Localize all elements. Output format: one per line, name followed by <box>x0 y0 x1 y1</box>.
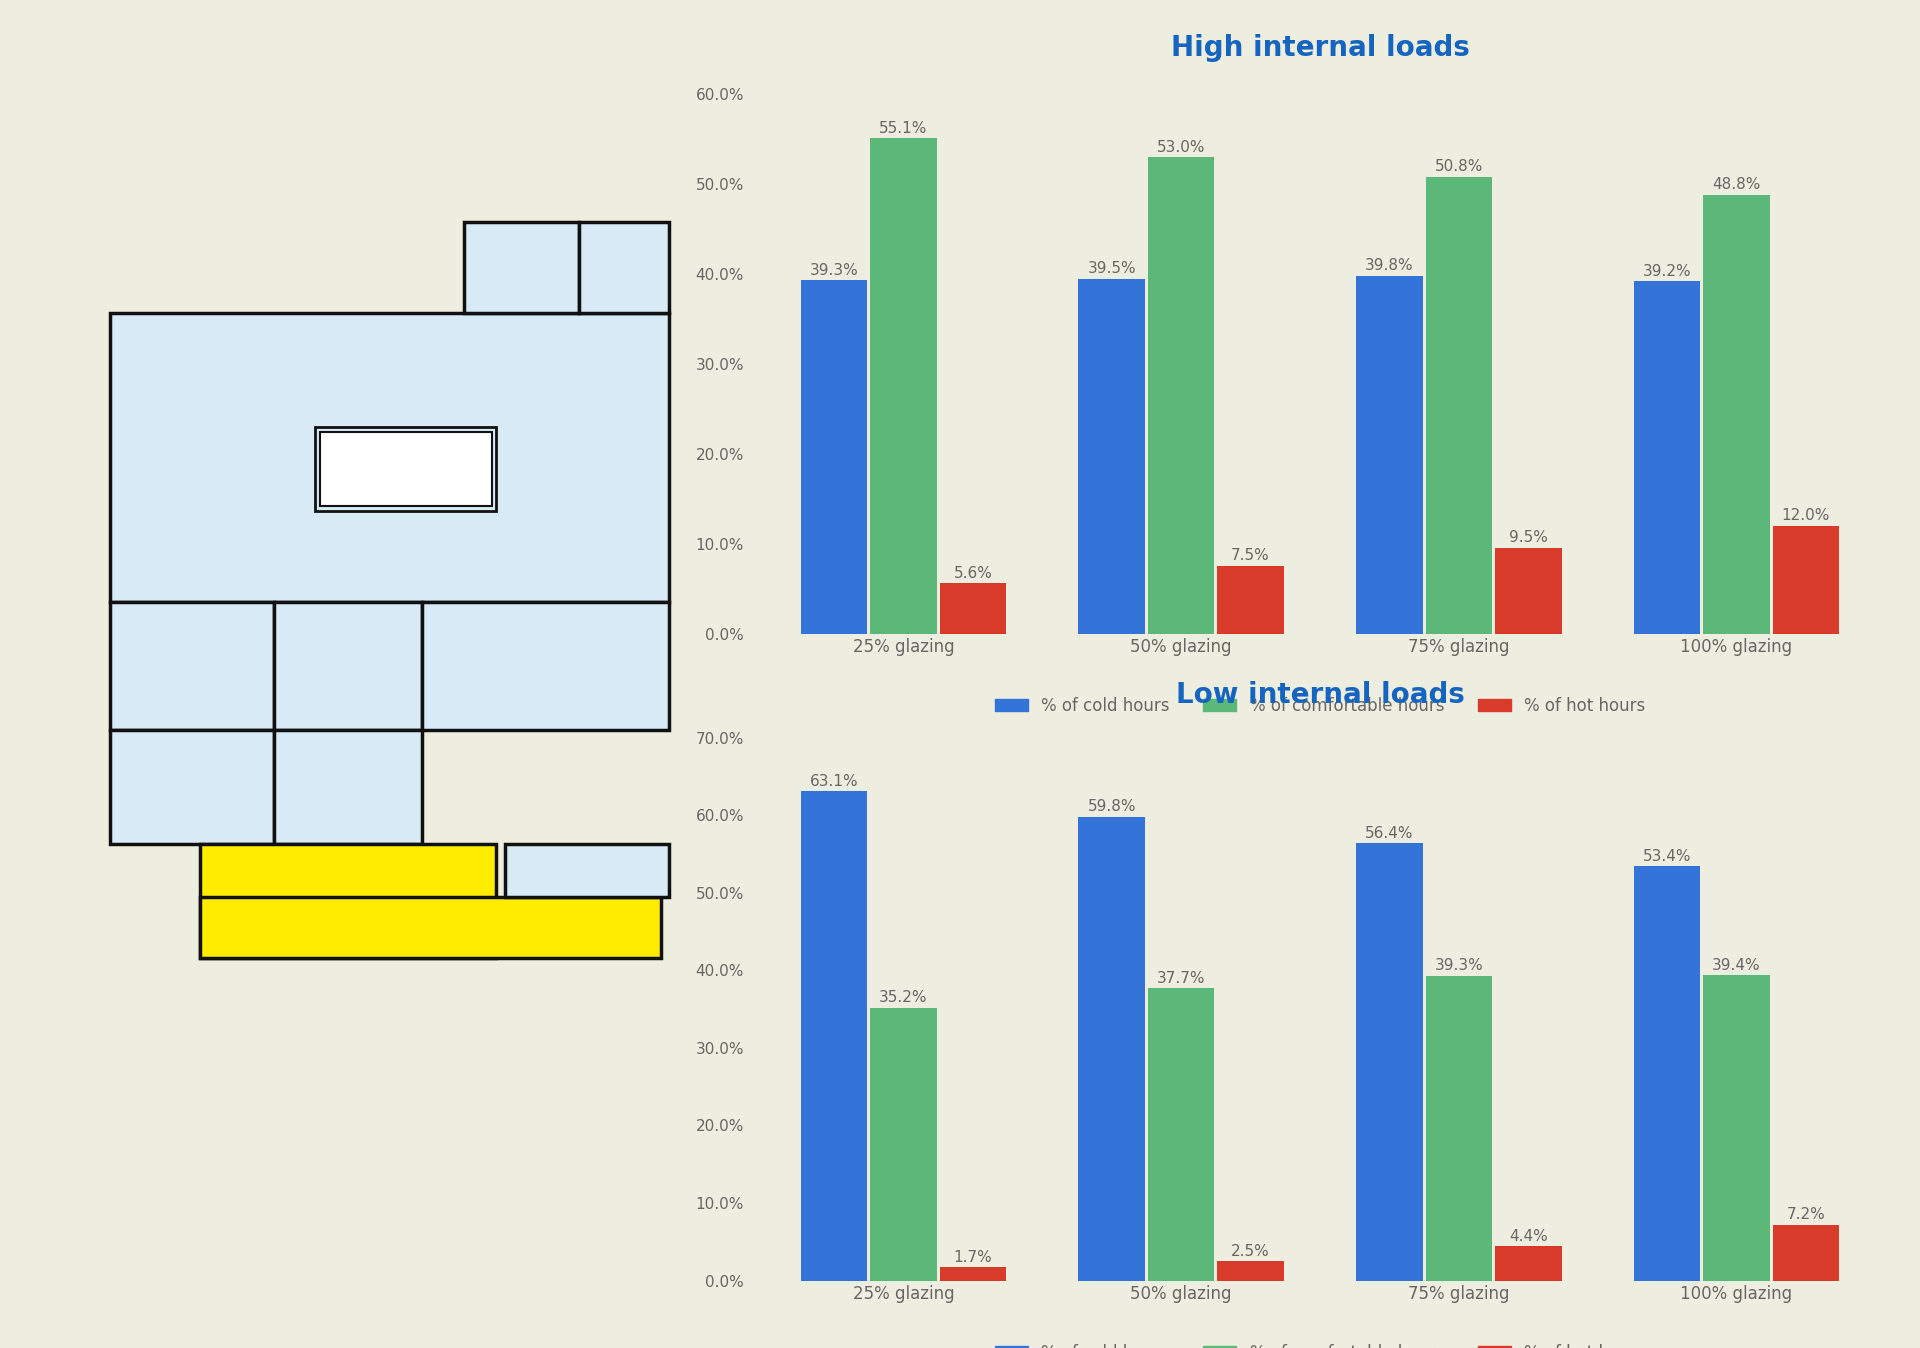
Text: 53.0%: 53.0% <box>1158 140 1206 155</box>
Text: 48.8%: 48.8% <box>1713 178 1761 193</box>
Text: 4.4%: 4.4% <box>1509 1229 1548 1244</box>
Bar <box>1772 1225 1839 1281</box>
Bar <box>801 280 868 634</box>
Text: 2.5%: 2.5% <box>1231 1244 1269 1259</box>
Bar <box>578 222 670 314</box>
Bar <box>1148 158 1215 634</box>
Bar <box>1425 177 1492 634</box>
Bar <box>1634 867 1701 1281</box>
Bar <box>1772 526 1839 634</box>
Text: 39.8%: 39.8% <box>1365 259 1413 274</box>
Bar <box>939 1267 1006 1281</box>
Text: 39.2%: 39.2% <box>1644 264 1692 279</box>
Bar <box>1356 276 1423 634</box>
Text: 59.8%: 59.8% <box>1087 799 1137 814</box>
Bar <box>1217 1262 1284 1281</box>
Text: 35.2%: 35.2% <box>879 991 927 1006</box>
Bar <box>109 314 670 601</box>
Bar <box>109 731 275 844</box>
Bar <box>1634 282 1701 634</box>
Bar <box>275 601 422 731</box>
Title: High internal loads: High internal loads <box>1171 34 1469 62</box>
Text: 39.5%: 39.5% <box>1087 262 1137 276</box>
Bar <box>315 427 497 511</box>
Bar <box>870 139 937 634</box>
Text: 63.1%: 63.1% <box>810 774 858 789</box>
Bar <box>1703 195 1770 634</box>
Bar <box>801 791 868 1281</box>
Bar <box>1217 566 1284 634</box>
Text: 1.7%: 1.7% <box>954 1250 993 1264</box>
Bar <box>275 731 422 844</box>
Bar <box>200 898 660 958</box>
Bar <box>870 1007 937 1281</box>
Legend: % of cold hours, % of comfortable hours, % of hot hours: % of cold hours, % of comfortable hours,… <box>989 1337 1651 1348</box>
Bar <box>1425 976 1492 1281</box>
Text: 5.6%: 5.6% <box>954 566 993 581</box>
Text: 7.2%: 7.2% <box>1788 1208 1826 1223</box>
Text: 56.4%: 56.4% <box>1365 826 1413 841</box>
Bar <box>1703 975 1770 1281</box>
Text: 39.4%: 39.4% <box>1713 957 1761 973</box>
Text: 12.0%: 12.0% <box>1782 508 1830 523</box>
Bar <box>200 844 497 958</box>
Text: 9.5%: 9.5% <box>1509 531 1548 546</box>
Bar <box>1496 1247 1561 1281</box>
Bar <box>463 222 578 314</box>
Text: 37.7%: 37.7% <box>1158 971 1206 985</box>
Text: 50.8%: 50.8% <box>1434 159 1482 174</box>
Bar <box>939 584 1006 634</box>
Bar <box>422 601 670 731</box>
Text: 7.5%: 7.5% <box>1231 549 1269 563</box>
Text: 39.3%: 39.3% <box>1434 958 1484 973</box>
Title: Low internal loads: Low internal loads <box>1175 681 1465 709</box>
Bar <box>1496 549 1561 634</box>
Text: 53.4%: 53.4% <box>1644 849 1692 864</box>
Bar <box>1148 988 1215 1281</box>
Bar <box>1079 817 1144 1281</box>
Bar <box>109 601 275 731</box>
Text: 39.3%: 39.3% <box>810 263 858 278</box>
Legend: % of cold hours, % of comfortable hours, % of hot hours: % of cold hours, % of comfortable hours,… <box>989 690 1651 721</box>
Bar <box>321 431 492 506</box>
Bar <box>505 844 670 898</box>
Bar <box>1079 279 1144 634</box>
Bar <box>1356 844 1423 1281</box>
Text: 55.1%: 55.1% <box>879 121 927 136</box>
